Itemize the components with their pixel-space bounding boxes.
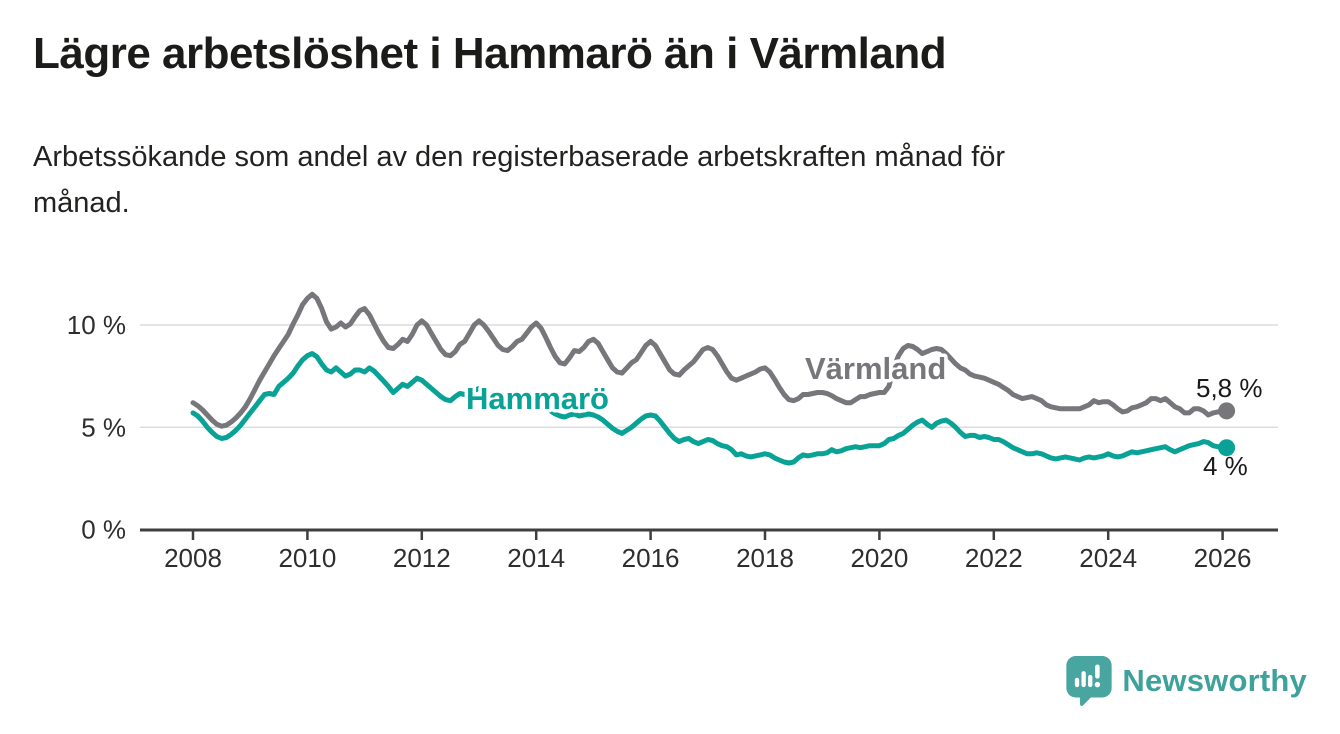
chart-subtitle-line-2: månad.	[33, 187, 130, 219]
x-tick-label: 2026	[1194, 543, 1252, 573]
x-tick-label: 2020	[850, 543, 908, 573]
series-label-varmland: Värmland	[805, 351, 946, 386]
end-value-label-varmland: 5,8 %	[1196, 373, 1263, 403]
x-tick-label: 2014	[507, 543, 565, 573]
series-end-dot-hammar	[1218, 439, 1236, 457]
x-tick-label: 2010	[278, 543, 336, 573]
chart-subtitle-line-1: Arbetssökande som andel av den registerb…	[33, 141, 1006, 173]
y-tick-label: 0 %	[81, 515, 126, 545]
series-line-hammar	[190, 351, 1226, 466]
newsworthy-brand: Newsworthy	[1066, 656, 1307, 706]
newsworthy-brand-text: Newsworthy	[1122, 663, 1307, 698]
x-tick-label: 2008	[164, 543, 222, 573]
y-tick-label: 10 %	[67, 310, 126, 340]
x-tick-label: 2012	[393, 543, 451, 573]
newsworthy-logo-icon	[1066, 656, 1113, 706]
x-tick-label: 2016	[622, 543, 680, 573]
end-value-label-hammaro: 4 %	[1203, 451, 1248, 481]
y-tick-label: 5 %	[81, 412, 126, 442]
x-tick-label: 2022	[965, 543, 1023, 573]
x-tick-label: 2024	[1079, 543, 1137, 573]
x-tick-label: 2018	[736, 543, 794, 573]
series-label-hammaro: Hammarö	[466, 381, 609, 416]
chart-subtitle: Arbetssökande som andel av den registerb…	[33, 134, 1273, 226]
series-line-vrmland	[190, 291, 1226, 429]
series-lines	[190, 291, 1236, 466]
series-end-dot-vrmland	[1218, 402, 1236, 420]
gridlines-and-axes: 0 % 5 % 10 % 2008 2010 2012 2014 2016 2018 2020 20…	[67, 310, 1278, 573]
page-title: Lägre arbetslöshet i Hammarö än i Värmla…	[33, 29, 947, 78]
